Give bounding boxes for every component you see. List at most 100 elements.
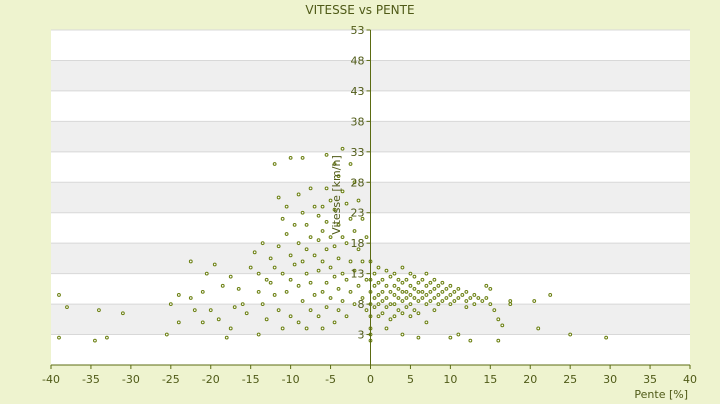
data-point <box>328 235 333 239</box>
y-tick-label: 48 <box>351 54 365 67</box>
data-point <box>568 332 573 337</box>
data-point <box>228 326 233 331</box>
data-point <box>248 265 253 270</box>
data-point <box>220 283 225 288</box>
data-point <box>332 244 337 249</box>
data-point <box>328 265 333 270</box>
data-point <box>240 302 245 306</box>
data-point <box>416 299 421 303</box>
x-axis-label: Pente [%] <box>634 388 688 400</box>
data-point <box>412 296 417 300</box>
data-point <box>352 268 357 273</box>
data-point <box>300 259 305 264</box>
data-point <box>276 195 281 200</box>
data-point <box>93 338 97 343</box>
data-point <box>284 232 289 236</box>
data-point <box>268 256 273 261</box>
x-axis-ticks: -40 -35 -30 -25 -20 -15 -10 -5 0 5 10 15 20 25 30 35 40 <box>42 365 697 386</box>
data-point <box>392 302 397 306</box>
data-point <box>188 259 193 264</box>
data-point <box>388 302 393 306</box>
data-point <box>424 302 429 306</box>
data-point <box>324 219 329 224</box>
data-point <box>105 335 109 340</box>
data-point <box>508 302 513 306</box>
data-point <box>376 280 381 285</box>
data-point <box>404 296 409 300</box>
x-tick-label: -35 <box>82 373 100 386</box>
data-point <box>300 210 305 215</box>
data-point <box>492 308 497 313</box>
data-point <box>508 299 513 303</box>
data-point <box>340 146 345 151</box>
data-point <box>448 293 453 297</box>
y-tick-label: 3 <box>358 329 365 342</box>
data-point <box>460 293 465 297</box>
y-tick-label: 8 <box>358 298 365 311</box>
data-point <box>404 277 409 282</box>
data-point <box>328 296 333 300</box>
data-point <box>340 235 345 239</box>
data-point <box>332 207 337 212</box>
data-point <box>336 223 341 227</box>
data-point <box>496 338 501 343</box>
data-point <box>296 192 301 197</box>
data-point <box>452 299 457 303</box>
data-point <box>264 277 269 282</box>
data-point <box>376 302 381 306</box>
data-point <box>384 296 389 300</box>
data-point <box>464 299 469 303</box>
data-point <box>412 286 417 291</box>
data-point <box>296 320 301 325</box>
data-point <box>332 274 337 279</box>
x-tick-label: 25 <box>563 373 577 386</box>
data-point <box>284 204 289 209</box>
data-point <box>444 286 449 291</box>
data-point <box>336 308 341 313</box>
data-point <box>376 265 381 270</box>
data-point <box>400 332 405 337</box>
data-point <box>348 259 353 264</box>
y-tick-label: 13 <box>351 268 365 281</box>
data-point <box>316 314 321 319</box>
data-point <box>224 335 229 340</box>
data-point <box>312 253 317 258</box>
data-point <box>288 156 293 160</box>
data-point <box>380 277 385 282</box>
data-point <box>280 271 285 276</box>
data-point <box>484 283 489 288</box>
data-point <box>420 296 425 300</box>
y-tick-label: 53 <box>351 24 365 37</box>
data-point <box>408 302 413 306</box>
data-point <box>336 256 341 261</box>
data-point <box>416 335 421 340</box>
data-point <box>500 323 505 328</box>
data-point <box>65 305 69 310</box>
data-point <box>432 296 437 300</box>
data-point <box>424 283 429 288</box>
x-tick-label: -40 <box>42 373 60 386</box>
x-tick-label: 30 <box>603 373 617 386</box>
data-point <box>324 152 329 157</box>
x-tick-label: -15 <box>242 373 260 386</box>
data-point <box>308 308 313 313</box>
data-point <box>324 280 329 285</box>
data-point <box>352 229 357 233</box>
chart-title: VITESSE vs PENTE <box>305 3 414 17</box>
data-point <box>236 286 241 291</box>
data-point <box>372 283 377 288</box>
data-point <box>352 302 357 306</box>
data-point <box>336 174 341 179</box>
data-point <box>200 320 205 325</box>
x-tick-label: 15 <box>483 373 497 386</box>
data-point <box>272 293 277 297</box>
y-tick-label: 38 <box>351 115 365 128</box>
y-tick-label: 28 <box>351 176 365 189</box>
data-point <box>448 283 453 288</box>
data-point <box>280 216 285 221</box>
data-point <box>260 302 265 306</box>
data-point <box>484 296 489 300</box>
data-point <box>316 268 321 273</box>
data-point <box>364 308 369 313</box>
